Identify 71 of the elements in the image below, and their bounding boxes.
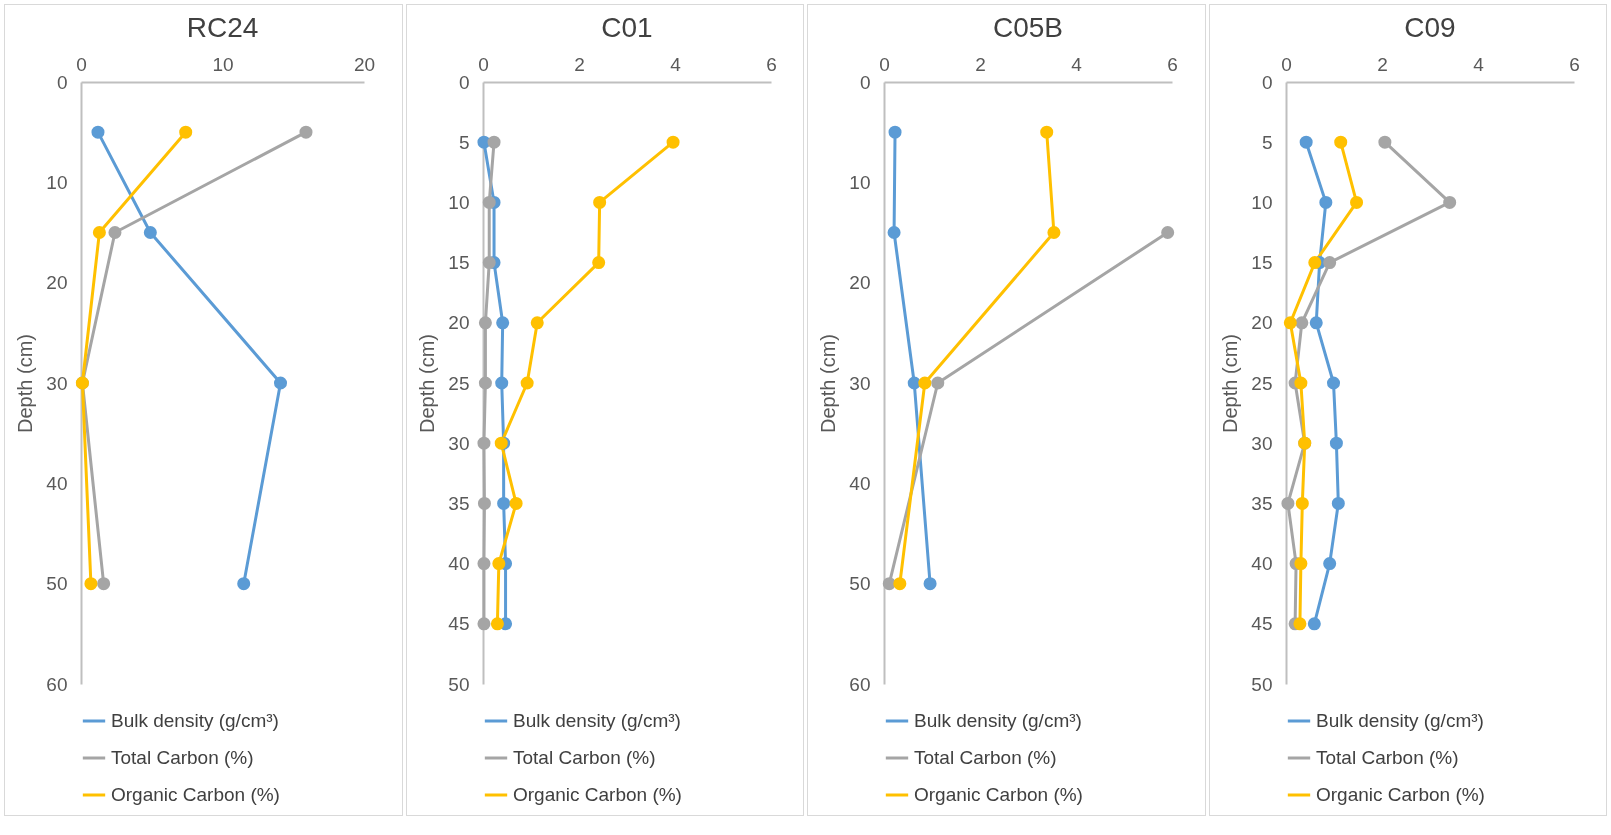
y-tick-label: 25: [447, 372, 469, 394]
legend-label: Organic Carbon (%): [512, 784, 682, 805]
x-tick-label: 20: [353, 53, 376, 75]
x-tick-label: 0: [1280, 53, 1292, 75]
y-tick-label: 40: [1250, 553, 1272, 575]
legend-label: Total Carbon (%): [914, 747, 1057, 768]
y-tick-label: 20: [447, 312, 469, 334]
y-tick-label: 0: [56, 71, 68, 93]
x-tick-label: 10: [212, 53, 234, 75]
x-tick-label: 0: [477, 53, 489, 75]
y-axis-title: Depth (cm): [817, 334, 840, 433]
x-tick-label: 2: [1376, 53, 1388, 75]
x-tick-label: 6: [1167, 53, 1178, 75]
y-tick-label: 10: [447, 191, 469, 213]
legend-label: Total Carbon (%): [512, 747, 656, 768]
y-tick-label: 40: [447, 553, 469, 575]
y-tick-label: 50: [849, 573, 871, 595]
x-tick-label: 6: [765, 53, 777, 75]
y-tick-label: 15: [1250, 252, 1272, 274]
x-tick-label: 4: [669, 53, 681, 75]
y-tick-label: 20: [849, 272, 871, 294]
x-tick-label: 2: [975, 53, 986, 75]
y-tick-label: 30: [1250, 432, 1272, 454]
legend-label: Organic Carbon (%): [111, 784, 280, 805]
y-axis-title: Depth (cm): [14, 334, 37, 433]
y-tick-label: 60: [849, 673, 871, 695]
chart-title: RC24: [186, 12, 259, 43]
y-tick-label: 30: [849, 372, 871, 394]
y-tick-label: 5: [1261, 131, 1272, 153]
x-tick-label: 4: [1472, 53, 1484, 75]
y-axis-title: Depth (cm): [415, 334, 438, 433]
legend-label: Organic Carbon (%): [1315, 784, 1485, 805]
y-tick-label: 30: [46, 372, 68, 394]
y-tick-label: 20: [46, 272, 68, 294]
legend-label: Total Carbon (%): [111, 747, 254, 768]
chart-title: C01: [600, 12, 653, 43]
chart-title: C05B: [992, 12, 1064, 43]
y-tick-label: 10: [1250, 191, 1272, 213]
x-tick-label: 0: [879, 53, 890, 75]
y-tick-label: 10: [46, 171, 68, 193]
y-tick-label: 20: [1250, 312, 1272, 334]
y-tick-label: 30: [447, 432, 469, 454]
x-tick-label: 4: [1071, 53, 1083, 75]
legend-label: Bulk density (g/cm³): [914, 710, 1082, 731]
y-tick-label: 50: [447, 673, 469, 695]
legend-label: Bulk density (g/cm³): [1315, 710, 1484, 731]
y-tick-label: 10: [849, 171, 871, 193]
y-tick-label: 15: [447, 252, 469, 274]
y-tick-label: 35: [447, 492, 469, 514]
y-tick-label: 25: [1250, 372, 1272, 394]
y-tick-label: 60: [46, 673, 68, 695]
y-tick-label: 50: [46, 573, 68, 595]
y-tick-label: 0: [1261, 71, 1272, 93]
y-tick-label: 0: [458, 71, 469, 93]
y-tick-label: 40: [849, 472, 871, 494]
x-tick-label: 0: [76, 53, 87, 75]
legend-label: Bulk density (g/cm³): [512, 710, 681, 731]
x-tick-label: 2: [573, 53, 585, 75]
y-tick-label: 35: [1250, 492, 1272, 514]
chart-title: C09: [1403, 12, 1456, 43]
y-tick-label: 5: [458, 131, 469, 153]
legend-label: Bulk density (g/cm³): [111, 710, 279, 731]
legend-label: Total Carbon (%): [1315, 747, 1459, 768]
legend-label: Organic Carbon (%): [914, 784, 1083, 805]
y-tick-label: 0: [859, 71, 871, 93]
y-tick-label: 40: [46, 472, 68, 494]
x-tick-label: 6: [1568, 53, 1580, 75]
y-axis-title: Depth (cm): [1218, 334, 1241, 433]
y-tick-label: 50: [1250, 673, 1272, 695]
y-tick-label: 45: [447, 613, 469, 635]
y-tick-label: 45: [1250, 613, 1272, 635]
